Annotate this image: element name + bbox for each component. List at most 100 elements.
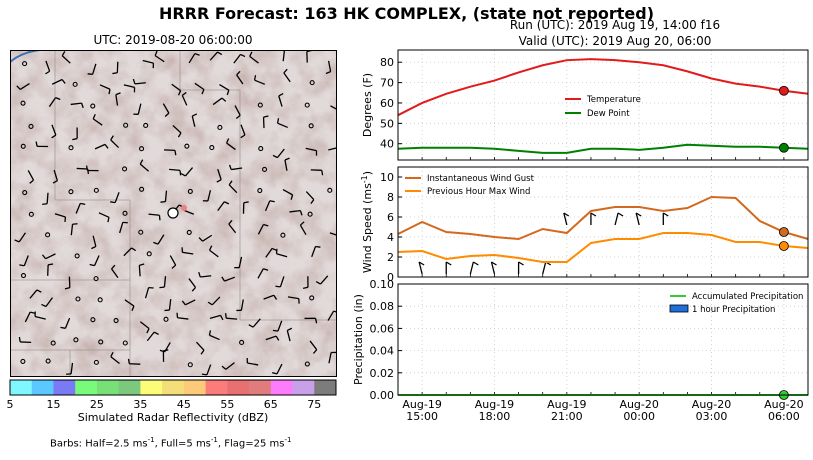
- wind-barb-flag: [272, 329, 279, 332]
- calm-wind-marker: [98, 339, 104, 345]
- wind-barb-flag: [36, 289, 42, 293]
- wind-barb-flag: [221, 365, 227, 370]
- wind-barb: [177, 317, 189, 320]
- wind-barb: [34, 315, 46, 320]
- wind-barb-flag: [177, 90, 182, 96]
- wind-barb-flag: [563, 212, 570, 217]
- wind-barb: [183, 209, 194, 215]
- calm-wind-marker: [217, 124, 223, 131]
- calm-wind-marker: [304, 102, 310, 108]
- wind-barb: [635, 212, 640, 226]
- wind-barb-flag: [216, 179, 222, 183]
- wind-barb: [282, 50, 286, 62]
- wind-barb-flag: [85, 165, 89, 171]
- wind-barb-flag: [207, 301, 213, 306]
- colorbar-swatch: [75, 380, 98, 395]
- wind-barb: [311, 246, 317, 258]
- wind-barb: [134, 82, 146, 85]
- wind-barb: [263, 294, 275, 300]
- wind-barb: [124, 299, 135, 307]
- valid-time-marker: [778, 85, 789, 96]
- wind-barb: [154, 55, 165, 63]
- colorbar-swatch: [249, 380, 272, 395]
- calm-wind-marker: [209, 145, 215, 151]
- wind-barb-flag: [200, 349, 205, 355]
- wind-barb-row: [418, 212, 669, 275]
- y-tick-label: 6: [387, 211, 394, 224]
- wind-barb: [283, 72, 291, 83]
- legend-label: Previous Hour Max Wind: [427, 187, 530, 197]
- wind-barb: [286, 330, 291, 342]
- wind-barb-flag: [111, 264, 116, 270]
- wind-barb-flag: [41, 303, 47, 308]
- calm-wind-marker: [257, 187, 263, 194]
- wind-barb-flag: [201, 89, 205, 95]
- axes-frame: [397, 283, 809, 396]
- wind-barb-flag: [278, 93, 284, 97]
- valid-time-marker: [778, 241, 789, 251]
- calm-wind-marker: [74, 253, 80, 259]
- wind-barb: [240, 299, 244, 311]
- wind-barb: [45, 60, 51, 72]
- wind-barb-flag: [226, 90, 230, 96]
- wind-barb: [207, 190, 212, 202]
- wind-barb-flag: [171, 264, 177, 269]
- wind-barb-flag: [284, 157, 290, 161]
- wind-barb-flag: [110, 351, 114, 358]
- wind-barb: [265, 248, 273, 258]
- calm-wind-marker: [20, 100, 26, 106]
- wind-barb-flag: [80, 102, 84, 109]
- wind-barb-flag: [473, 261, 479, 266]
- calm-wind-marker: [184, 143, 190, 149]
- grid: [398, 50, 808, 160]
- wind-barb: [29, 289, 38, 299]
- wind-barb: [91, 63, 97, 75]
- wind-barb: [328, 147, 337, 151]
- calm-wind-marker: [261, 166, 268, 172]
- calm-wind-marker: [22, 61, 28, 67]
- wind-barb: [53, 169, 59, 181]
- wind-barb: [188, 53, 196, 64]
- map-frame: [10, 50, 337, 377]
- colorbar-tick-label: 55: [220, 398, 234, 411]
- x-tick-label-date: Aug-19: [402, 398, 441, 411]
- wind-barb-flag: [177, 132, 182, 138]
- wind-barb: [185, 299, 196, 306]
- wind-barb: [139, 163, 150, 172]
- wind-barb: [51, 124, 57, 136]
- series-line: [397, 195, 809, 241]
- y-tick-label: 2: [387, 251, 394, 264]
- wind-barb-flag: [518, 261, 524, 266]
- wind-barb-flag: [312, 349, 318, 354]
- y-tick-label: 0.10: [370, 278, 395, 291]
- wind-barb-flag: [61, 51, 66, 57]
- colorbar-tick-label: 45: [177, 398, 191, 411]
- colorbar-tick-label: 35: [133, 398, 147, 411]
- wind-barb-flag: [263, 115, 269, 118]
- wind-barb-flag: [110, 135, 114, 141]
- wind-barb: [70, 224, 74, 236]
- calm-wind-marker: [239, 339, 245, 345]
- colorbar-swatch: [270, 380, 294, 395]
- wind-barb: [542, 261, 547, 275]
- calm-wind-marker: [327, 187, 333, 193]
- calm-wind-marker: [93, 187, 99, 193]
- wind-barb-flag: [160, 200, 166, 203]
- wind-barb: [329, 232, 337, 236]
- calm-wind-marker: [138, 229, 144, 235]
- calm-wind-marker: [45, 358, 51, 364]
- wind-barb: [23, 255, 29, 266]
- reflectivity-colorbar: 5 15 25 35 45 55 65 75 Simulated Radar Reflectiv…: [7, 379, 337, 424]
- calm-wind-marker: [75, 296, 81, 302]
- wind-barb-flag: [108, 89, 111, 95]
- wind-barb-flag: [418, 261, 425, 266]
- wind-barb: [144, 287, 150, 299]
- calm-wind-marker: [139, 146, 145, 152]
- wind-barb-flag: [52, 180, 58, 184]
- wind-barb: [276, 253, 288, 258]
- calm-wind-marker: [187, 362, 193, 368]
- wind-barb: [92, 235, 97, 247]
- legend-label: Temperature: [586, 95, 641, 105]
- wind-barb-flag: [164, 112, 170, 117]
- reflectivity-spot: [181, 205, 187, 211]
